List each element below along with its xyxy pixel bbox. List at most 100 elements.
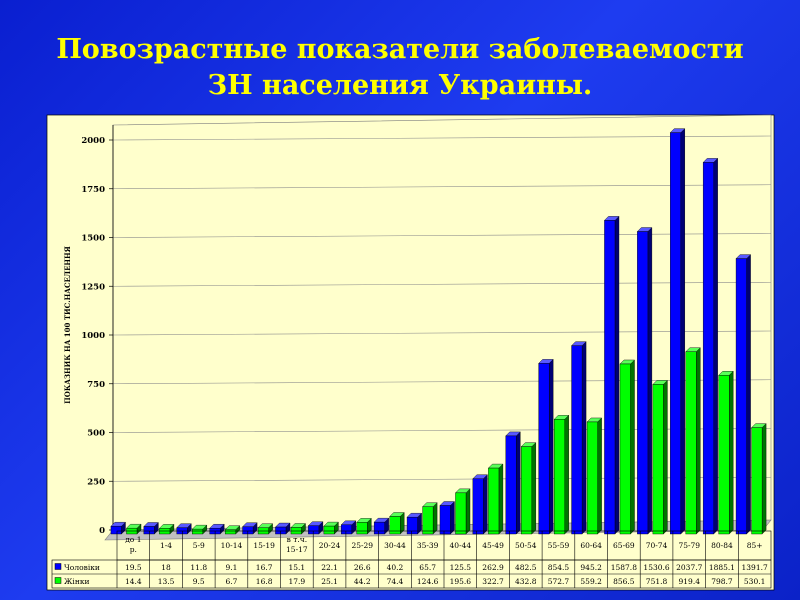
bar-male [242,522,258,535]
data-table-value: 18 [161,563,171,572]
y-tick-label: 1000 [81,331,105,341]
bar-female [257,523,274,535]
x-tick-label: 1-4 [160,541,172,550]
x-tick-label: 10-14 [221,541,243,550]
x-tick-label: до 1 р. [125,535,141,554]
data-table-value: 17.9 [288,577,305,586]
bar-male [538,358,554,535]
data-table-value: 482.5 [515,563,537,572]
bar-female [389,512,405,535]
data-table-value: 11.8 [190,563,207,572]
bar-male [439,501,455,535]
x-tick-label: 15-19 [253,541,275,550]
y-axis: 0 250 500 750 1000 1250 1500 1750 2000 [81,125,114,536]
data-table-value: 16.8 [256,577,273,586]
x-tick-label: 40-44 [450,541,472,550]
bar-male [669,128,686,535]
data-table-value: 25.1 [321,577,338,586]
data-table-value: 2037.7 [676,563,702,572]
data-table-value: 40.2 [387,563,404,572]
bar-female [586,417,603,535]
bar-female [619,359,635,535]
y-tick-label: 750 [87,380,105,390]
y-tick-label: 2000 [81,136,105,146]
data-table-value: 65.7 [419,563,436,572]
x-tick-label: 25-29 [351,541,373,550]
data-table-value: 322.7 [482,577,504,586]
bar-male [176,523,192,535]
data-table-value: 26.6 [354,563,371,572]
bar-male [472,474,488,535]
bar-female [323,521,339,535]
x-tick-label: 50-54 [515,541,537,550]
x-tick-label: 20-24 [319,541,341,550]
data-table-value: 530.1 [744,577,765,586]
bar-male [274,522,291,535]
bar-female [553,414,570,535]
bar-female [718,370,734,535]
data-table-value: 572.7 [548,577,570,586]
bar-male [636,227,653,535]
data-table-value: 856.5 [613,577,635,586]
bar-male [406,512,423,535]
data-table-value: 125.5 [450,563,472,572]
y-tick-label: 0 [99,526,105,536]
bars [110,128,767,535]
data-table-value: 14.4 [125,577,142,586]
bar-female [454,488,471,535]
x-tick-label: 60-64 [580,541,602,550]
y-tick-label: 1500 [81,234,105,244]
gridline [112,281,772,287]
legend-key-male [54,563,62,570]
data-table-value: 945.2 [580,563,602,572]
x-tick-label: 85+ [747,541,763,550]
bar-male [307,521,324,535]
bar-female [520,442,537,535]
bar-female [487,463,504,535]
x-tick-label: 45-49 [482,541,504,550]
bar-male [603,215,620,535]
y-tick-label: 1250 [81,282,105,292]
data-table-value: 262.9 [482,563,504,572]
data-table-value: 919.4 [679,577,701,586]
gridline [112,184,772,190]
legend-label: Жінки [64,577,90,586]
legend-key-female [54,577,62,584]
x-tick-label: 30-44 [384,541,406,550]
x-tick-label: в т.ч. 15-17 [286,535,308,554]
gridline [112,233,772,238]
bar-female [652,379,668,535]
y-tick-label: 250 [87,477,105,487]
data-table-value: 751.8 [646,577,668,586]
data-table-value: 9.1 [225,563,237,572]
x-tick-label: 80-84 [711,541,733,550]
bar-female [356,517,372,535]
bar-female [685,347,701,535]
bar-male [735,254,752,535]
page-title: Повозрастные показатели заболеваемости З… [56,34,744,101]
bar-male [143,522,159,535]
bar-male [340,520,357,535]
data-table-value: 44.2 [354,577,371,586]
bar-male [702,157,719,535]
data-table-value: 1530.6 [643,563,669,572]
bar-male [373,517,390,535]
bar-female [290,523,306,535]
data-table-value: 1587.8 [611,563,637,572]
x-tick-label: 65-69 [613,541,635,550]
x-tick-label: 35-39 [417,541,439,550]
x-tick-label: 75-79 [678,541,700,550]
data-table: до 1 р. 19.5 14.4 1-4 18 13.5 5-9 11.8 9.5 10-14 9.… [51,530,772,589]
data-table-value: 22.1 [321,563,338,572]
bar-female [751,423,767,535]
data-table-value: 854.5 [548,563,570,572]
bar-female [224,525,241,535]
data-table-value: 13.5 [158,577,175,586]
legend-label: Чоловіки [64,563,100,572]
data-table-value: 19.5 [125,563,142,572]
y-tick-label: 500 [87,429,105,439]
data-table-value: 559.2 [580,577,602,586]
data-table-value: 432.8 [515,577,537,586]
data-table-value: 124.6 [417,577,439,586]
